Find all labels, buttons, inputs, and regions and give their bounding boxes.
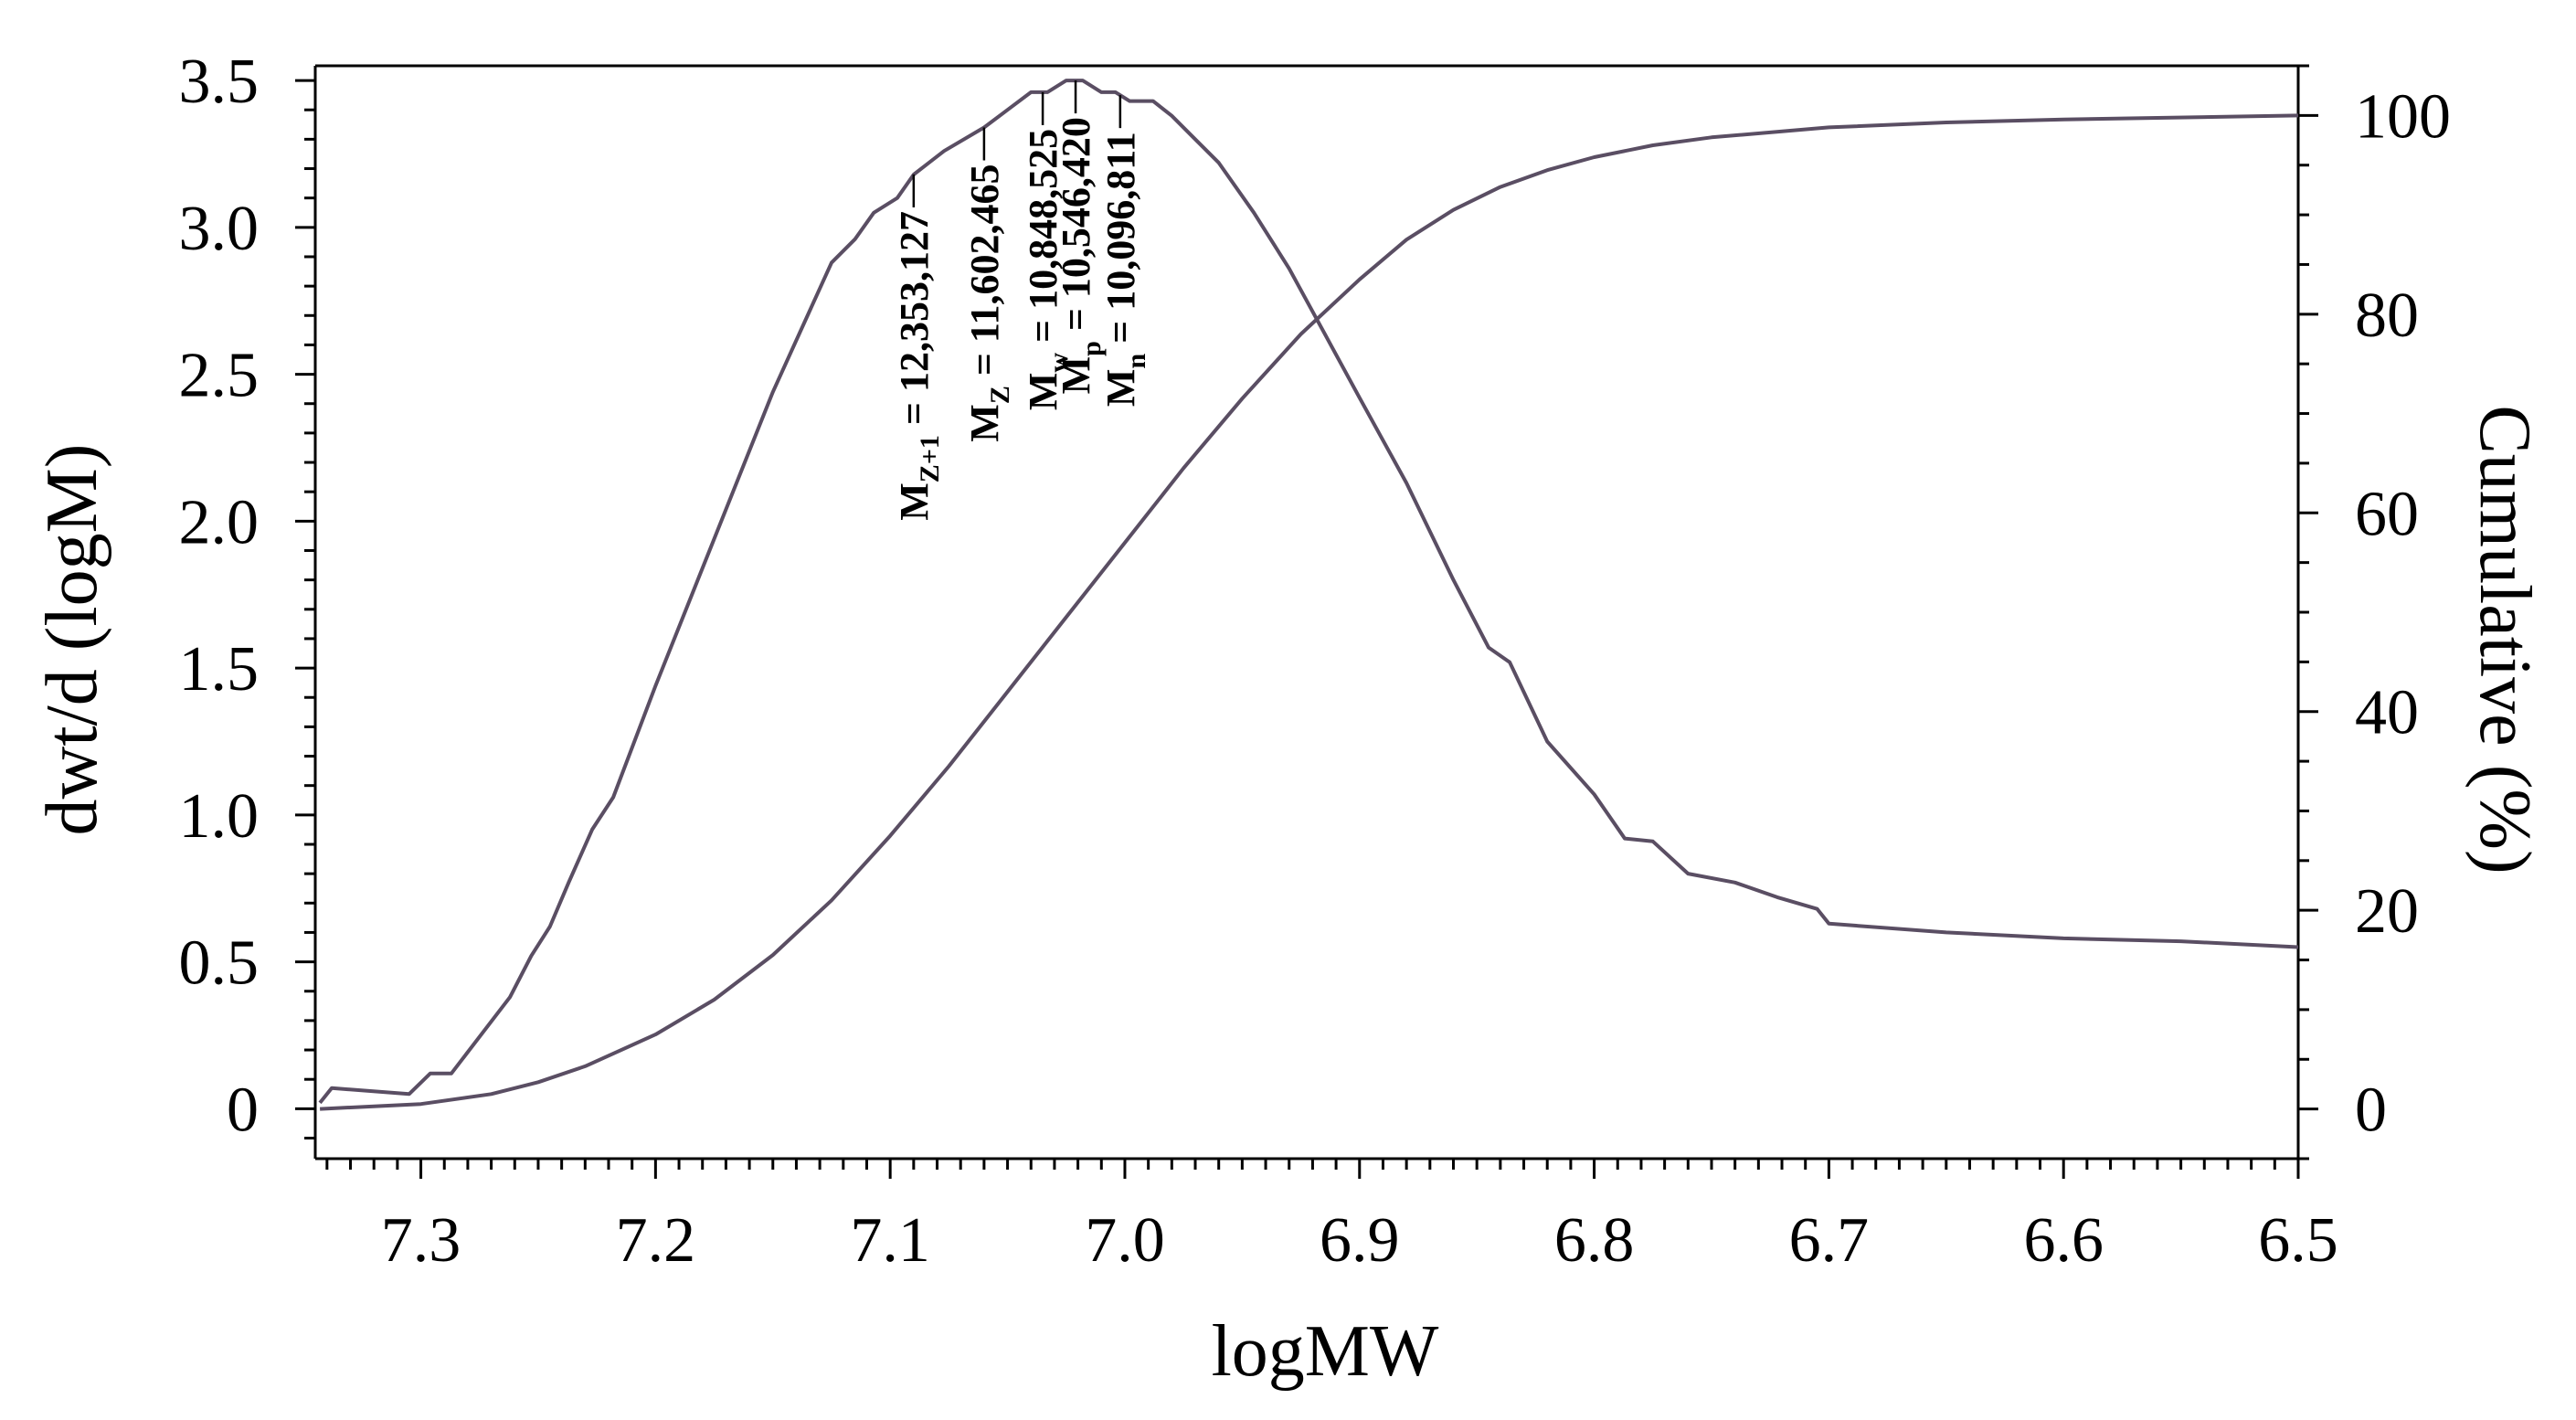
annotation-symbol: M xyxy=(1054,356,1098,395)
annotation-symbol: M xyxy=(1021,373,1065,411)
annotation-value: = 12,353,127 xyxy=(892,211,937,435)
y-left-tick-label: 1.5 xyxy=(179,634,260,705)
annotation-subscript: Z+1 xyxy=(915,435,945,482)
x-tick-label: 6.5 xyxy=(2258,1205,2338,1276)
x-tick-label: 6.9 xyxy=(1320,1205,1400,1276)
y-left-tick-label: 2.5 xyxy=(179,341,260,411)
annotation-subscript: n xyxy=(1121,354,1151,369)
annotation-label: MZ+1 = 12,353,127 xyxy=(892,211,945,521)
y-right-tick-label: 40 xyxy=(2355,678,2419,748)
y-right-tick-label: 100 xyxy=(2355,81,2451,152)
annotation-value: = 10,096,811 xyxy=(1098,132,1143,354)
y-axis-right-title: Cumulative (%) xyxy=(2465,405,2545,874)
annotation-label: Mp = 10,546,420 xyxy=(1054,117,1107,394)
x-tick-label: 6.6 xyxy=(2023,1205,2104,1276)
annotation-label: MZ = 11,602,465 xyxy=(962,164,1015,442)
y-right-tick-label: 0 xyxy=(2355,1076,2387,1146)
annotation-label: Mw = 10,848,525 xyxy=(1021,129,1074,410)
y-left-tick-label: 0.5 xyxy=(179,928,260,999)
annotation-subscript: w xyxy=(1044,353,1074,373)
annotation-symbol: M xyxy=(1098,369,1143,408)
distribution-curve xyxy=(318,79,2299,1105)
annotation-value: = 10,848,525 xyxy=(1021,129,1065,353)
y-right-tick-label: 80 xyxy=(2355,281,2419,351)
x-tick-label: 6.7 xyxy=(1789,1205,1870,1276)
annotation-value: = 11,602,465 xyxy=(962,164,1007,387)
annotation-label: Mn = 10,096,811 xyxy=(1098,132,1151,407)
annotation-subscript: Z xyxy=(985,386,1015,404)
cumulative-curve xyxy=(320,113,2299,1111)
annotation-value: = 10,546,420 xyxy=(1054,117,1098,341)
x-tick-label: 6.8 xyxy=(1554,1205,1635,1276)
y-left-tick-label: 0 xyxy=(227,1075,259,1145)
x-tick-label: 7.0 xyxy=(1085,1205,1165,1276)
y-right-tick-label: 60 xyxy=(2355,479,2419,549)
axes: 0 0.5 1.0 1.5 2.0 2.5 3.0 3.5 0 20 40 60 80 100 7.3 7.2… xyxy=(179,47,2452,1276)
y-right-tick-label: 20 xyxy=(2355,876,2419,947)
y-left-tick-label: 3.5 xyxy=(179,47,260,117)
annotation-symbol: M xyxy=(962,404,1007,442)
x-axis-title: logMW xyxy=(1212,1311,1439,1392)
annotation-symbol: M xyxy=(892,482,937,521)
y-left-tick-label: 2.0 xyxy=(179,487,260,557)
series-group xyxy=(318,79,2299,1111)
y-left-tick-label: 3.0 xyxy=(179,194,260,264)
x-tick-label: 7.1 xyxy=(850,1205,930,1276)
x-tick-label: 7.3 xyxy=(381,1205,461,1276)
y-left-tick-label: 1.0 xyxy=(179,781,260,852)
annotation-subscript: p xyxy=(1076,341,1107,356)
y-axis-left-title: dwt/d (logM) xyxy=(32,444,112,836)
x-tick-label: 7.2 xyxy=(616,1205,696,1276)
